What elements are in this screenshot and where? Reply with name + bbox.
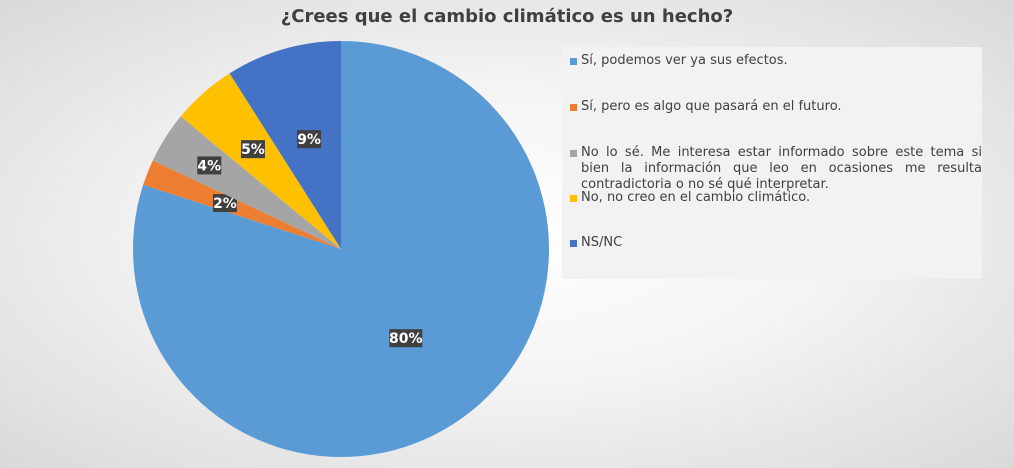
data-label-text: 80% bbox=[389, 331, 423, 347]
legend: Sí, podemos ver ya sus efectos. Sí, pero… bbox=[562, 47, 982, 279]
legend-item: Sí, pero es algo que pasará en el futuro… bbox=[570, 99, 982, 115]
pie-slice bbox=[143, 160, 341, 249]
legend-item: Sí, podemos ver ya sus efectos. bbox=[570, 53, 982, 69]
chart-title: ¿Crees que el cambio climático es un hec… bbox=[280, 6, 734, 27]
data-label-box bbox=[212, 194, 237, 213]
legend-swatch bbox=[570, 195, 577, 202]
data-label: 4% bbox=[197, 156, 222, 175]
data-label-box bbox=[240, 140, 265, 159]
legend-item: NS/NC bbox=[570, 235, 982, 251]
pie-slice bbox=[133, 41, 550, 457]
data-label-text: 9% bbox=[297, 132, 321, 148]
legend-swatch bbox=[570, 104, 577, 111]
data-label: 2% bbox=[212, 194, 237, 213]
legend-label: No lo sé. Me interesa estar informado so… bbox=[581, 145, 982, 192]
data-label-text: 2% bbox=[213, 196, 237, 212]
data-label-text: 5% bbox=[241, 142, 265, 158]
pie-slice bbox=[152, 116, 341, 250]
legend-swatch bbox=[570, 150, 577, 157]
legend-label: No, no creo en el cambio climático. bbox=[581, 190, 811, 205]
legend-label: Sí, podemos ver ya sus efectos. bbox=[581, 53, 788, 68]
data-label: 5% bbox=[240, 140, 265, 159]
legend-label: Sí, pero es algo que pasará en el futuro… bbox=[581, 99, 842, 114]
data-label-box bbox=[389, 329, 423, 348]
legend-swatch bbox=[570, 58, 577, 65]
legend-label: NS/NC bbox=[581, 235, 623, 250]
pie-slice bbox=[229, 41, 341, 249]
legend-item: No, no creo en el cambio climático. bbox=[570, 190, 982, 206]
data-label-text: 4% bbox=[197, 158, 221, 174]
data-label-box bbox=[197, 156, 222, 175]
legend-swatch bbox=[570, 240, 577, 247]
data-label-box bbox=[297, 130, 322, 149]
pie-slice bbox=[180, 73, 341, 249]
data-label: 9% bbox=[297, 130, 322, 149]
data-label: 80% bbox=[389, 329, 423, 348]
legend-item: No lo sé. Me interesa estar informado so… bbox=[570, 145, 982, 193]
